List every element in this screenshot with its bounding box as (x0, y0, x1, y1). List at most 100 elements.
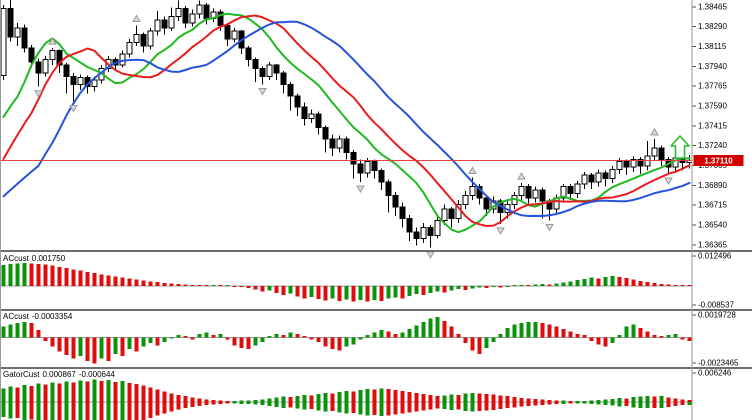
histogram-bar (302, 285, 307, 299)
histogram-bar (127, 382, 132, 402)
histogram-bar (176, 334, 181, 338)
histogram-bar (218, 400, 223, 402)
fractal-markers (34, 14, 673, 259)
histogram-bar (631, 397, 636, 402)
histogram-bar (106, 401, 111, 420)
bull-candle (609, 169, 616, 180)
bear-candle (203, 4, 210, 20)
histogram-bar (421, 401, 426, 411)
histogram-bar (337, 285, 342, 302)
histogram-bar (148, 401, 153, 418)
histogram-bar (680, 399, 685, 402)
histogram-bar (183, 396, 188, 402)
histogram-bar (197, 284, 202, 286)
histogram-bar (477, 285, 482, 288)
histogram-bar (498, 395, 503, 402)
histogram-bar (428, 318, 433, 338)
bear-candle (329, 138, 336, 149)
histogram-bar (624, 278, 629, 286)
histogram-bar (421, 321, 426, 338)
histogram-bar (15, 323, 20, 338)
fractal-down-icon (664, 177, 673, 186)
price-axis-label: 1.36715 (698, 201, 727, 210)
histogram-bar (36, 330, 41, 338)
histogram-bar (610, 401, 615, 406)
bear-candle (371, 161, 378, 172)
indicator-label-gator: GatorCust 0.000867 -0.000644 (3, 370, 115, 379)
histogram-bar (78, 337, 83, 357)
histogram-bar (218, 284, 223, 286)
fractal-up-icon (468, 166, 477, 174)
histogram-bar (113, 381, 118, 402)
histogram-bar (246, 401, 251, 404)
histogram-bar (659, 396, 664, 402)
bear-candle (245, 47, 252, 61)
histogram-bar (442, 285, 447, 293)
bull-candle (595, 172, 602, 183)
histogram-bar (659, 283, 664, 286)
alligator-lips-line (2, 12, 691, 234)
histogram-bar (148, 387, 153, 402)
histogram-bar (141, 337, 146, 347)
histogram-bar (36, 263, 41, 286)
histogram-bar (43, 384, 48, 402)
histogram-bar (337, 337, 342, 351)
histogram-bar (141, 385, 146, 402)
histogram-bar (386, 331, 391, 338)
histogram-bar (57, 401, 62, 420)
histogram-bar (218, 333, 223, 338)
histogram-bar (652, 396, 657, 402)
histogram-bar (477, 401, 482, 412)
histogram-bar (239, 337, 244, 348)
histogram-bar (197, 398, 202, 402)
bear-candle (56, 49, 63, 66)
histogram-bar (680, 401, 685, 405)
indicator-value: 0.001750 (31, 254, 66, 263)
bull-candle (189, 13, 196, 24)
indicator-label-accelerator-upper: ACcust 0.001750 (3, 254, 65, 263)
histogram-bar (218, 401, 223, 404)
fractal-down-icon (545, 224, 554, 232)
histogram-bar (288, 332, 293, 338)
histogram-bar (162, 401, 167, 414)
window-left-border (0, 0, 1, 420)
histogram-bar (533, 401, 538, 406)
histogram-bar (183, 284, 188, 286)
bear-candle (448, 208, 455, 219)
histogram-bar (540, 401, 545, 405)
bull-candle (175, 8, 182, 17)
histogram-bar (134, 337, 139, 352)
histogram-bar (246, 400, 251, 402)
histogram-bar (71, 401, 76, 420)
histogram-bar (449, 401, 454, 411)
histogram-bar (610, 399, 615, 402)
panel-separator (0, 367, 752, 369)
histogram-bar (393, 333, 398, 338)
indicator-axis-label: 0.0019728 (698, 311, 736, 320)
histogram-bar (204, 284, 209, 286)
histogram-bar (232, 285, 237, 287)
histogram-bar (330, 393, 335, 402)
bull-candle (560, 186, 567, 199)
histogram-bar (281, 396, 286, 402)
histogram-bar (351, 401, 356, 414)
histogram-bar (274, 401, 279, 407)
histogram-bar (421, 393, 426, 402)
histogram-bar (533, 399, 538, 402)
indicator-axis-labels: 0.012496 -0.008537 (692, 252, 735, 310)
bull-candle (644, 155, 651, 167)
bull-candle (266, 64, 273, 78)
histogram-bar (127, 337, 132, 350)
histogram-bar (673, 401, 678, 406)
histogram-bar (400, 401, 405, 414)
bull-candle (616, 161, 623, 171)
histogram-bar (456, 394, 461, 402)
histogram-bar (211, 400, 216, 402)
histogram-bar (645, 282, 650, 286)
alligator-jaw-line (2, 20, 691, 217)
histogram-bar (365, 285, 370, 302)
histogram-bar (561, 400, 566, 402)
histogram-bar (533, 284, 538, 286)
histogram-bar (428, 401, 433, 410)
